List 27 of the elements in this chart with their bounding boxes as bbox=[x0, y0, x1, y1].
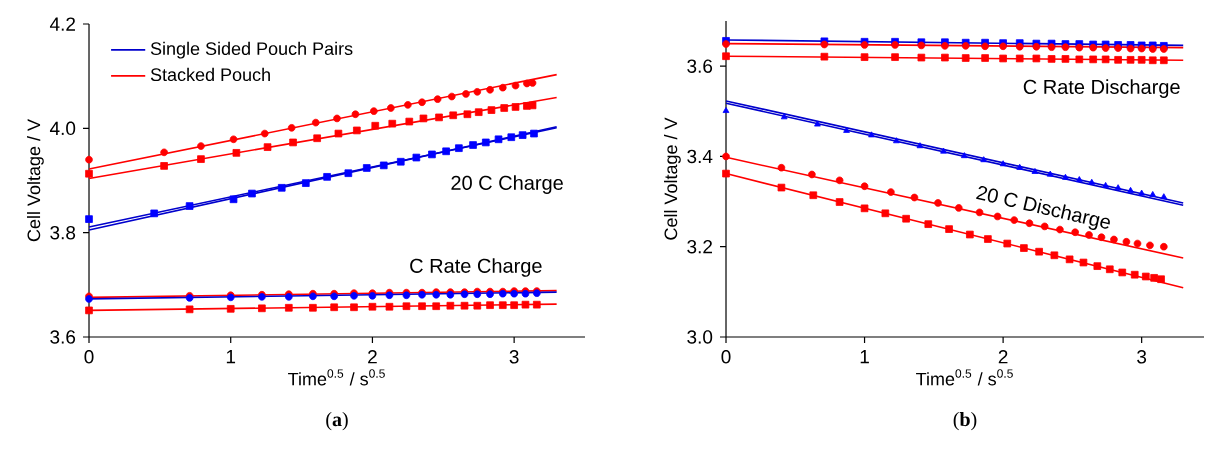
x-tick-label: 0 bbox=[84, 350, 94, 364]
x-tick-label: 3 bbox=[509, 350, 519, 364]
text: (a) bbox=[326, 412, 348, 431]
y-tick-label: 3.4 bbox=[687, 149, 713, 164]
x-axis-title: Time$^{0.5}$ / s$^{0.5}$ bbox=[288, 369, 385, 386]
annotation: 20 C Charge bbox=[451, 175, 563, 194]
y-tick-label: 3.2 bbox=[687, 239, 712, 254]
x-tick-label: 1 bbox=[860, 350, 869, 364]
x-tick-label: 2 bbox=[998, 350, 1008, 364]
legend-label: Single Sided Pouch Pairs bbox=[150, 41, 353, 59]
y-tick-label: 4.2 bbox=[49, 17, 75, 31]
y-tick-label: 3.6 bbox=[50, 330, 76, 344]
y-tick-label: 4.0 bbox=[49, 121, 76, 136]
y-tick-label: 3.0 bbox=[687, 330, 713, 344]
y-axis-title: Cell Voltage / V bbox=[27, 119, 44, 242]
x-tick-label: 1 bbox=[226, 350, 236, 364]
x-tick-label: 3 bbox=[1137, 350, 1147, 364]
x-tick-label: 2 bbox=[368, 350, 377, 364]
legend-label: Stacked Pouch bbox=[150, 67, 270, 82]
y-axis-title: Cell Voltage / V bbox=[664, 117, 681, 240]
x-tick-label: 0 bbox=[721, 350, 731, 364]
text: (b) bbox=[953, 412, 977, 431]
y-tick-label: 3.6 bbox=[687, 59, 713, 73]
x-axis-title: Time$^{0.5}$ / s$^{0.5}$ bbox=[916, 369, 1013, 386]
annotation: C Rate Charge bbox=[410, 258, 542, 277]
annotation: C Rate Discharge bbox=[1023, 79, 1180, 98]
y-tick-label: 3.8 bbox=[50, 225, 76, 240]
